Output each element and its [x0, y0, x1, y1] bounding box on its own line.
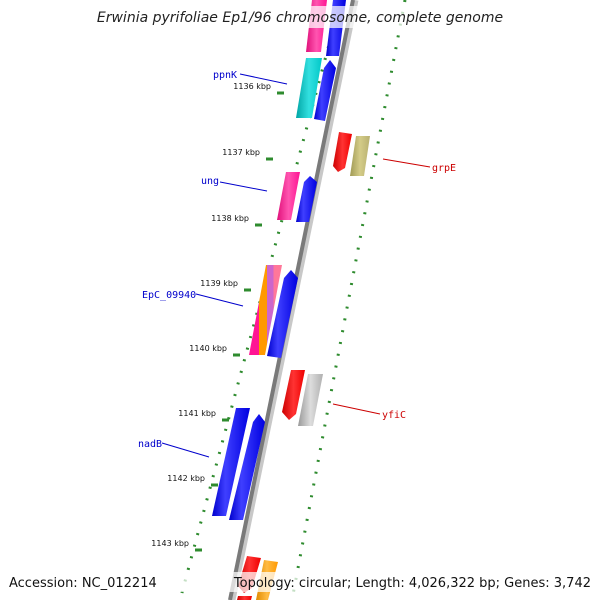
kbp-tick-label: 1140 kbp [189, 344, 227, 353]
gene-EpC_09940[interactable] [249, 265, 298, 358]
gene-label-ppnK[interactable]: ppnK [213, 70, 237, 81]
gene-ppnK[interactable] [296, 58, 336, 121]
kbp-tick-label: 1139 kbp [200, 279, 238, 288]
gene-label-EpC_09940[interactable]: EpC_09940 [142, 290, 196, 301]
gene-grpE[interactable] [333, 132, 370, 176]
gene-label-ung[interactable]: ung [201, 176, 219, 187]
gene-ung[interactable] [277, 172, 317, 222]
accession-text: Accession: NC_012214 [9, 576, 157, 591]
gene-label-leader-line [382, 158, 431, 168]
gene-label-leader-line [195, 293, 244, 307]
left-tick-ring [178, 0, 343, 600]
gene-label-yfiC[interactable]: yfiC [382, 410, 406, 421]
title-backdrop [96, 6, 504, 28]
gene-label-grpE[interactable]: grpE [432, 163, 456, 174]
kbp-tick-label: 1143 kbp [151, 539, 189, 548]
gene-label-layer: ppnK ung EpC_09940 nadB grpE yfiC [138, 70, 456, 458]
topology-text: Topology: circular; Length: 4,026,322 bp… [233, 576, 591, 591]
gene-nadB[interactable] [212, 408, 265, 520]
gene-label-leader-line [219, 181, 268, 192]
kbp-tick-label: 1142 kbp [167, 474, 205, 483]
gene-label-leader-line [239, 73, 288, 85]
gene-label-leader-line [332, 403, 381, 415]
kbp-tick-label: 1141 kbp [178, 409, 216, 418]
kbp-tick-label: 1138 kbp [211, 214, 249, 223]
gene-label-leader-line [161, 442, 210, 458]
kbp-tick-label: 1137 kbp [222, 148, 260, 157]
footer-backdrop [0, 572, 600, 592]
kbp-axis: 1136 kbp 1137 kbp 1138 kbp 1139 kbp 1140 kbp… [151, 82, 284, 552]
map-title: Erwinia pyrifoliae Ep1/96 chromosome, co… [97, 10, 503, 26]
kbp-tick-label: 1136 kbp [233, 82, 271, 91]
gene-yfiC[interactable] [282, 370, 323, 426]
gene-label-nadB[interactable]: nadB [138, 439, 162, 450]
